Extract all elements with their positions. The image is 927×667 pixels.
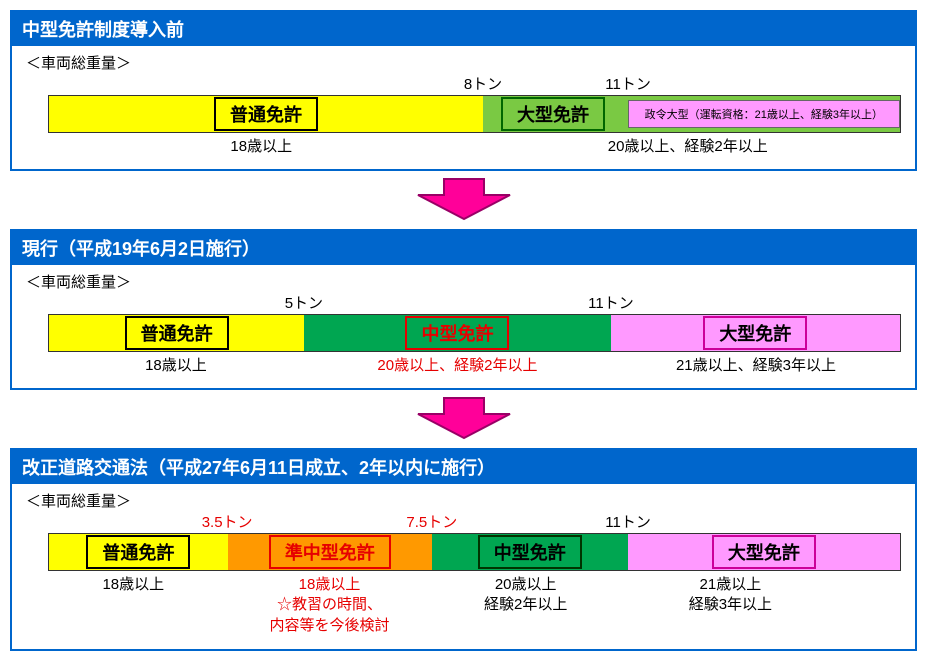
axis-tick: 3.5トン [202, 511, 253, 532]
panel-current: 現行（平成19年6月2日施行） ＜車両総重量＞ 5トン 11トン 普通免許 中型免許… [10, 229, 917, 390]
panel-before: 中型免許制度導入前 ＜車両総重量＞ 8トン 11トン 普通免許 大型免許 政令大型（運… [10, 10, 917, 171]
panel-body: ＜車両総重量＞ 3.5トン 7.5トン 11トン 普通免許 準中型免許 中型免許 大型免許… [12, 484, 915, 649]
license-box: 大型免許 [712, 535, 816, 569]
license-box: 普通免許 [125, 316, 229, 350]
bar-row-1: 普通免許 大型免許 政令大型（運転資格：21歳以上、経験3年以上） [48, 95, 901, 133]
license-box: 普通免許 [86, 535, 190, 569]
seg-large: 大型免許 [611, 315, 900, 351]
license-box: 準中型免許 [269, 535, 391, 569]
seg-ordinary: 普通免許 [49, 96, 483, 132]
axis-label: ＜車両総重量＞ [26, 490, 131, 511]
caption: 20歳以上経験2年以上 [484, 575, 567, 616]
axis-ticks-2: 5トン 11トン [48, 292, 901, 314]
down-arrow-icon [418, 179, 510, 219]
axis-tick: 11トン [605, 511, 651, 532]
panel-revised: 改正道路交通法（平成27年6月11日成立、2年以内に施行） ＜車両総重量＞ 3.… [10, 448, 917, 651]
bar-row-2: 普通免許 中型免許 大型免許 [48, 314, 901, 352]
axis-ticks-1: 8トン 11トン [48, 73, 901, 95]
axis-tick: 11トン [588, 292, 634, 313]
arrow-2 [10, 396, 917, 440]
license-box: 大型免許 [501, 97, 605, 131]
seg-medium: 中型免許 [304, 315, 610, 351]
panel-body: ＜車両総重量＞ 8トン 11トン 普通免許 大型免許 政令大型（運転資格：21歳以上、… [12, 46, 915, 169]
caption-row-3: 18歳以上 18歳以上☆教習の時間、内容等を今後検討 20歳以上経験2年以上 21歳以… [48, 575, 901, 639]
seg-ordinary: 普通免許 [49, 315, 304, 351]
license-box: 中型免許 [478, 535, 582, 569]
seg-medium: 中型免許 [432, 534, 628, 570]
caption: 18歳以上 [145, 356, 207, 376]
axis-ticks-3: 3.5トン 7.5トン 11トン [48, 511, 901, 533]
arrow-1 [10, 177, 917, 221]
license-box: 中型免許 [405, 316, 509, 350]
decree-note: 政令大型（運転資格：21歳以上、経験3年以上） [643, 106, 885, 122]
caption: 18歳以上☆教習の時間、内容等を今後検討 [269, 575, 389, 636]
caption: 20歳以上、経験2年以上 [608, 137, 768, 157]
license-box: 普通免許 [214, 97, 318, 131]
panel-title: 現行（平成19年6月2日施行） [12, 231, 915, 265]
axis-label: ＜車両総重量＞ [26, 271, 131, 292]
caption: 18歳以上 [230, 137, 292, 157]
license-box: 大型免許 [703, 316, 807, 350]
caption: 18歳以上 [102, 575, 164, 595]
caption-row-2: 18歳以上 20歳以上、経験2年以上 21歳以上、経験3年以上 [48, 356, 901, 378]
seg-semi-medium: 準中型免許 [228, 534, 432, 570]
panel-title: 中型免許制度導入前 [12, 12, 915, 46]
caption: 20歳以上、経験2年以上 [377, 356, 537, 376]
axis-tick: 5トン [285, 292, 323, 313]
caption-row-1: 18歳以上 20歳以上、経験2年以上 [48, 137, 901, 159]
panel-title: 改正道路交通法（平成27年6月11日成立、2年以内に施行） [12, 450, 915, 484]
seg-decree-large: 政令大型（運転資格：21歳以上、経験3年以上） [628, 100, 900, 128]
axis-label: ＜車両総重量＞ [26, 52, 131, 73]
seg-ordinary: 普通免許 [49, 534, 228, 570]
caption: 21歳以上、経験3年以上 [676, 356, 836, 376]
bar-row-3: 普通免許 準中型免許 中型免許 大型免許 [48, 533, 901, 571]
down-arrow-icon [418, 398, 510, 438]
axis-tick: 8トン [464, 73, 502, 94]
axis-tick: 11トン [605, 73, 651, 94]
panel-body: ＜車両総重量＞ 5トン 11トン 普通免許 中型免許 大型免許 18歳以上 20歳以上、… [12, 265, 915, 388]
seg-large: 大型免許 [628, 534, 900, 570]
axis-tick: 7.5トン [406, 511, 457, 532]
caption: 21歳以上経験3年以上 [689, 575, 772, 616]
